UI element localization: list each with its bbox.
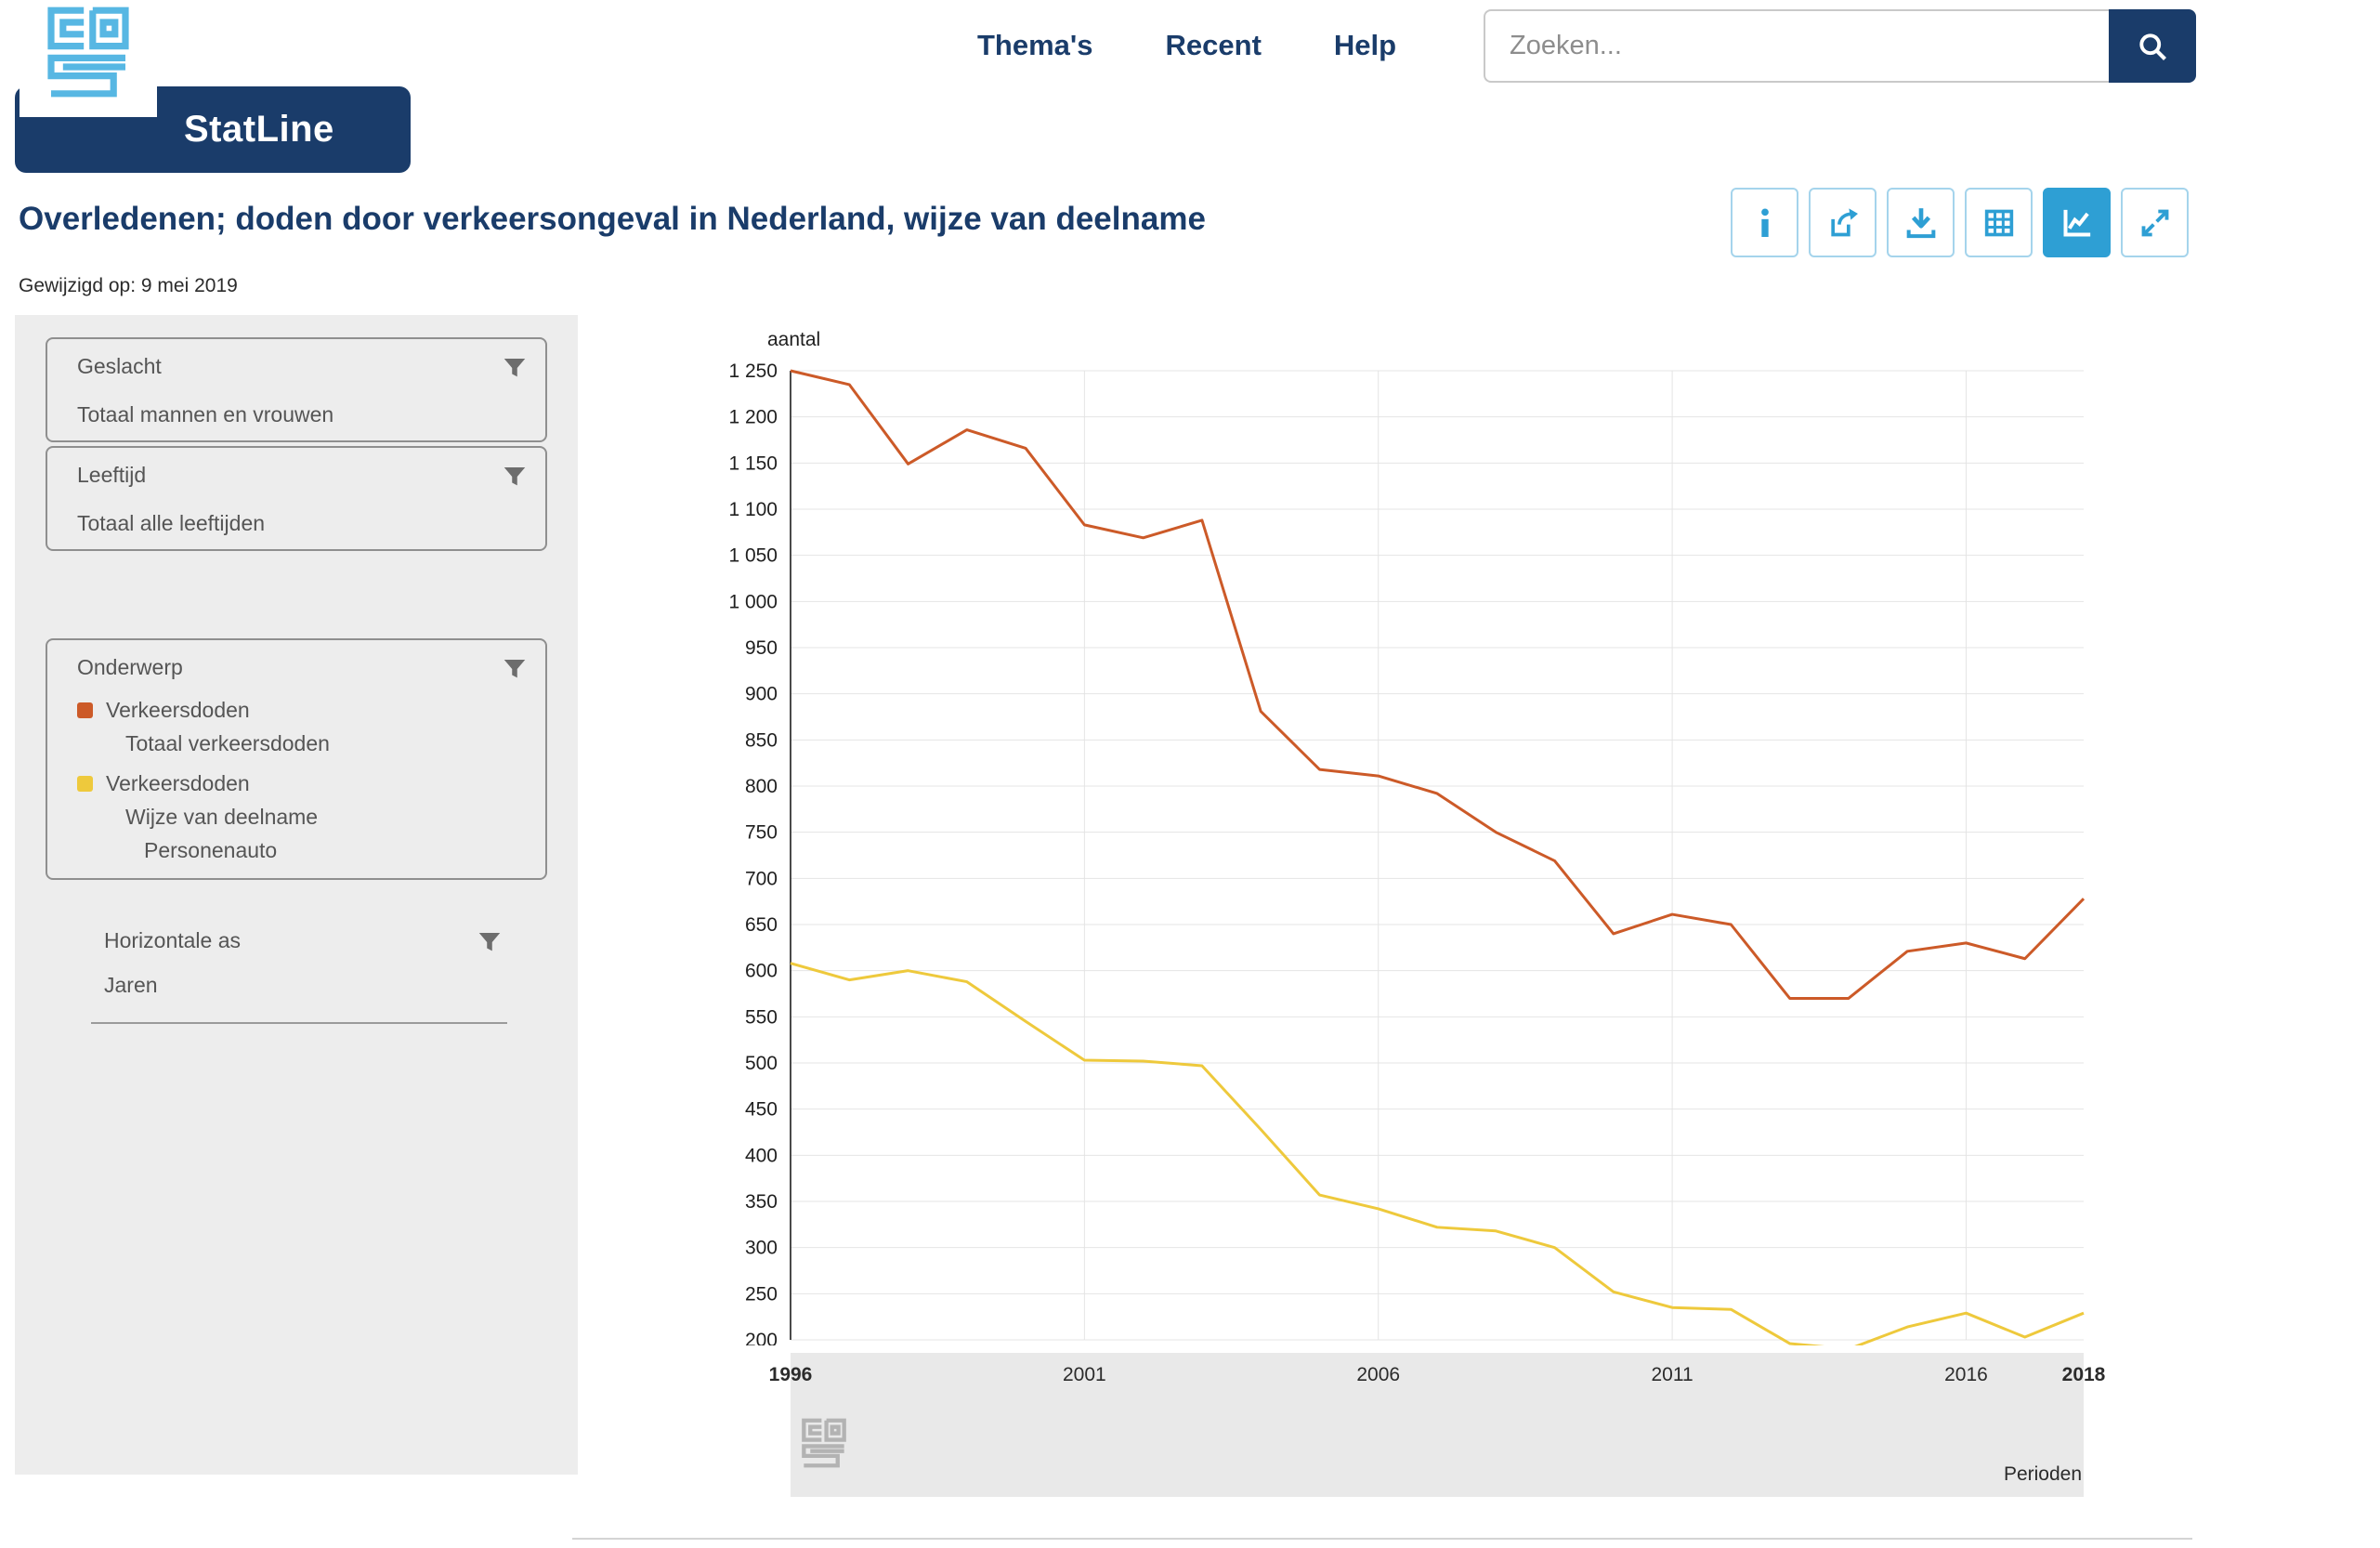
y-axis-title: aantal (767, 329, 821, 350)
filter-geslacht-label: Geslacht (77, 354, 162, 378)
filter-icon[interactable] (476, 928, 503, 956)
info-icon (1760, 208, 1769, 237)
modified-date: Gewijzigd op: 9 mei 2019 (19, 275, 238, 296)
y-axis-tick-label: 250 (745, 1283, 778, 1305)
series-line-personenauto (790, 962, 2085, 1345)
x-axis-band: 1996 2001 2006 2011 2016 2018 Perioden (769, 1353, 2105, 1497)
x-axis-tick-label: 2001 (1063, 1364, 1106, 1385)
info-button[interactable] (1731, 188, 1798, 257)
nav-recent[interactable]: Recent (1165, 29, 1262, 61)
y-axis-tick-label: 1 100 (728, 499, 778, 520)
x-axis-tick-label: 2006 (1356, 1364, 1401, 1385)
y-axis-tick-label: 450 (745, 1099, 778, 1121)
filter-leeftijd-value: Totaal alle leeftijden (77, 511, 266, 535)
filter-icon[interactable] (501, 354, 529, 382)
y-axis-tick-label: 900 (745, 684, 778, 705)
search-button[interactable] (2109, 9, 2196, 83)
nav-help[interactable]: Help (1333, 29, 1397, 61)
table-icon (1984, 209, 2013, 236)
legend-item-personenauto: Verkeersdoden Wijze van deelname Persone… (77, 771, 529, 863)
fullscreen-icon (2141, 209, 2168, 236)
y-axis-tick-label: 200 (745, 1330, 778, 1345)
chart: 1 250 1 200 1 150 1 100 1 050 1 000 950 900 850 8… (728, 361, 2086, 1345)
brand-label: StatLine (184, 109, 334, 150)
x-axis-tick-label: 2018 (2061, 1364, 2106, 1385)
footer-divider (572, 1538, 2192, 1540)
y-axis-tick-label: 850 (745, 729, 778, 751)
filter-onderwerp[interactable]: Onderwerp Verkeersdoden Totaal verkeersd… (46, 638, 547, 880)
horizontal-axis-control[interactable]: Horizontale as Jaren (91, 928, 507, 1024)
download-icon (1906, 207, 1935, 238)
cbs-logo[interactable] (44, 6, 133, 98)
filters-sidebar: Geslacht Totaal mannen en vrouwen Leefti… (15, 315, 578, 1475)
legend-swatch-personenauto (77, 776, 93, 792)
cbs-logo-plate (20, 0, 157, 117)
y-axis-tick-label: 1 250 (728, 361, 778, 382)
y-axis-tick-label: 800 (745, 776, 778, 797)
fullscreen-button[interactable] (2121, 188, 2189, 257)
table-view-button[interactable] (1965, 188, 2033, 257)
share-button[interactable] (1809, 188, 1877, 257)
x-axis-title: Perioden (2003, 1463, 2082, 1485)
cbs-watermark-logo (802, 1418, 846, 1468)
main-nav: Thema's Recent Help (977, 29, 1396, 62)
search-input[interactable] (1484, 9, 2109, 83)
line-chart-icon (2063, 209, 2090, 236)
y-axis-tick-label: 600 (745, 961, 778, 982)
legend-label: Verkeersdoden (106, 771, 250, 795)
y-axis-tick-label: 650 (745, 914, 778, 936)
y-axis-tick-label: 550 (745, 1006, 778, 1028)
filter-leeftijd-label: Leeftijd (77, 463, 147, 487)
filter-icon[interactable] (501, 655, 529, 683)
legend-sublabel: Personenauto (144, 838, 278, 862)
y-axis-tick-label: 300 (745, 1238, 778, 1259)
y-axis-tick-label: 1 050 (728, 545, 778, 567)
filter-geslacht-value: Totaal mannen en vrouwen (77, 402, 334, 426)
filter-onderwerp-label: Onderwerp (77, 655, 183, 679)
x-axis-tick-label: 2016 (1944, 1364, 1988, 1385)
legend-label: Verkeersdoden (106, 698, 250, 722)
filter-leeftijd[interactable]: Leeftijd Totaal alle leeftijden (46, 446, 547, 551)
x-axis-tick-label: 1996 (768, 1364, 813, 1385)
search-icon (2139, 33, 2166, 60)
y-axis-tick-label: 350 (745, 1191, 778, 1213)
y-axis-tick-label: 950 (745, 637, 778, 659)
legend-sublabel: Wijze van deelname (125, 805, 319, 829)
horizontal-axis-value[interactable]: Jaren (104, 973, 158, 997)
download-button[interactable] (1887, 188, 1955, 257)
filter-icon[interactable] (501, 463, 529, 491)
filter-geslacht[interactable]: Geslacht Totaal mannen en vrouwen (46, 337, 547, 442)
y-axis-tick-label: 700 (745, 868, 778, 889)
y-axis-tick-label: 400 (745, 1145, 778, 1166)
line-chart-view-button[interactable] (2043, 188, 2111, 257)
share-icon (1830, 207, 1858, 236)
legend-item-totaal-verkeersdoden: Verkeersdoden Totaal verkeersdoden (77, 698, 529, 756)
search-bar (1484, 9, 2196, 83)
y-axis-tick-label: 1 200 (728, 407, 778, 428)
y-axis-tick-label: 750 (745, 822, 778, 844)
legend-swatch-totaal (77, 702, 93, 718)
x-axis-tick-label: 2011 (1651, 1364, 1693, 1385)
y-axis-tick-label: 1 150 (728, 453, 778, 474)
series-line-totaal-verkeersdoden (790, 369, 2086, 1000)
y-axis-tick-label: 1 000 (728, 591, 778, 612)
y-axis-tick-label: 500 (745, 1053, 778, 1074)
statline-brand-badge[interactable]: StatLine (15, 86, 411, 173)
horizontal-axis-label: Horizontale as (104, 928, 242, 952)
nav-themas[interactable]: Thema's (977, 29, 1093, 61)
chart-toolbar (1731, 188, 2189, 257)
page-title: Overledenen; doden door verkeersongeval … (19, 201, 1206, 237)
legend-sublabel: Totaal verkeersdoden (125, 731, 330, 755)
